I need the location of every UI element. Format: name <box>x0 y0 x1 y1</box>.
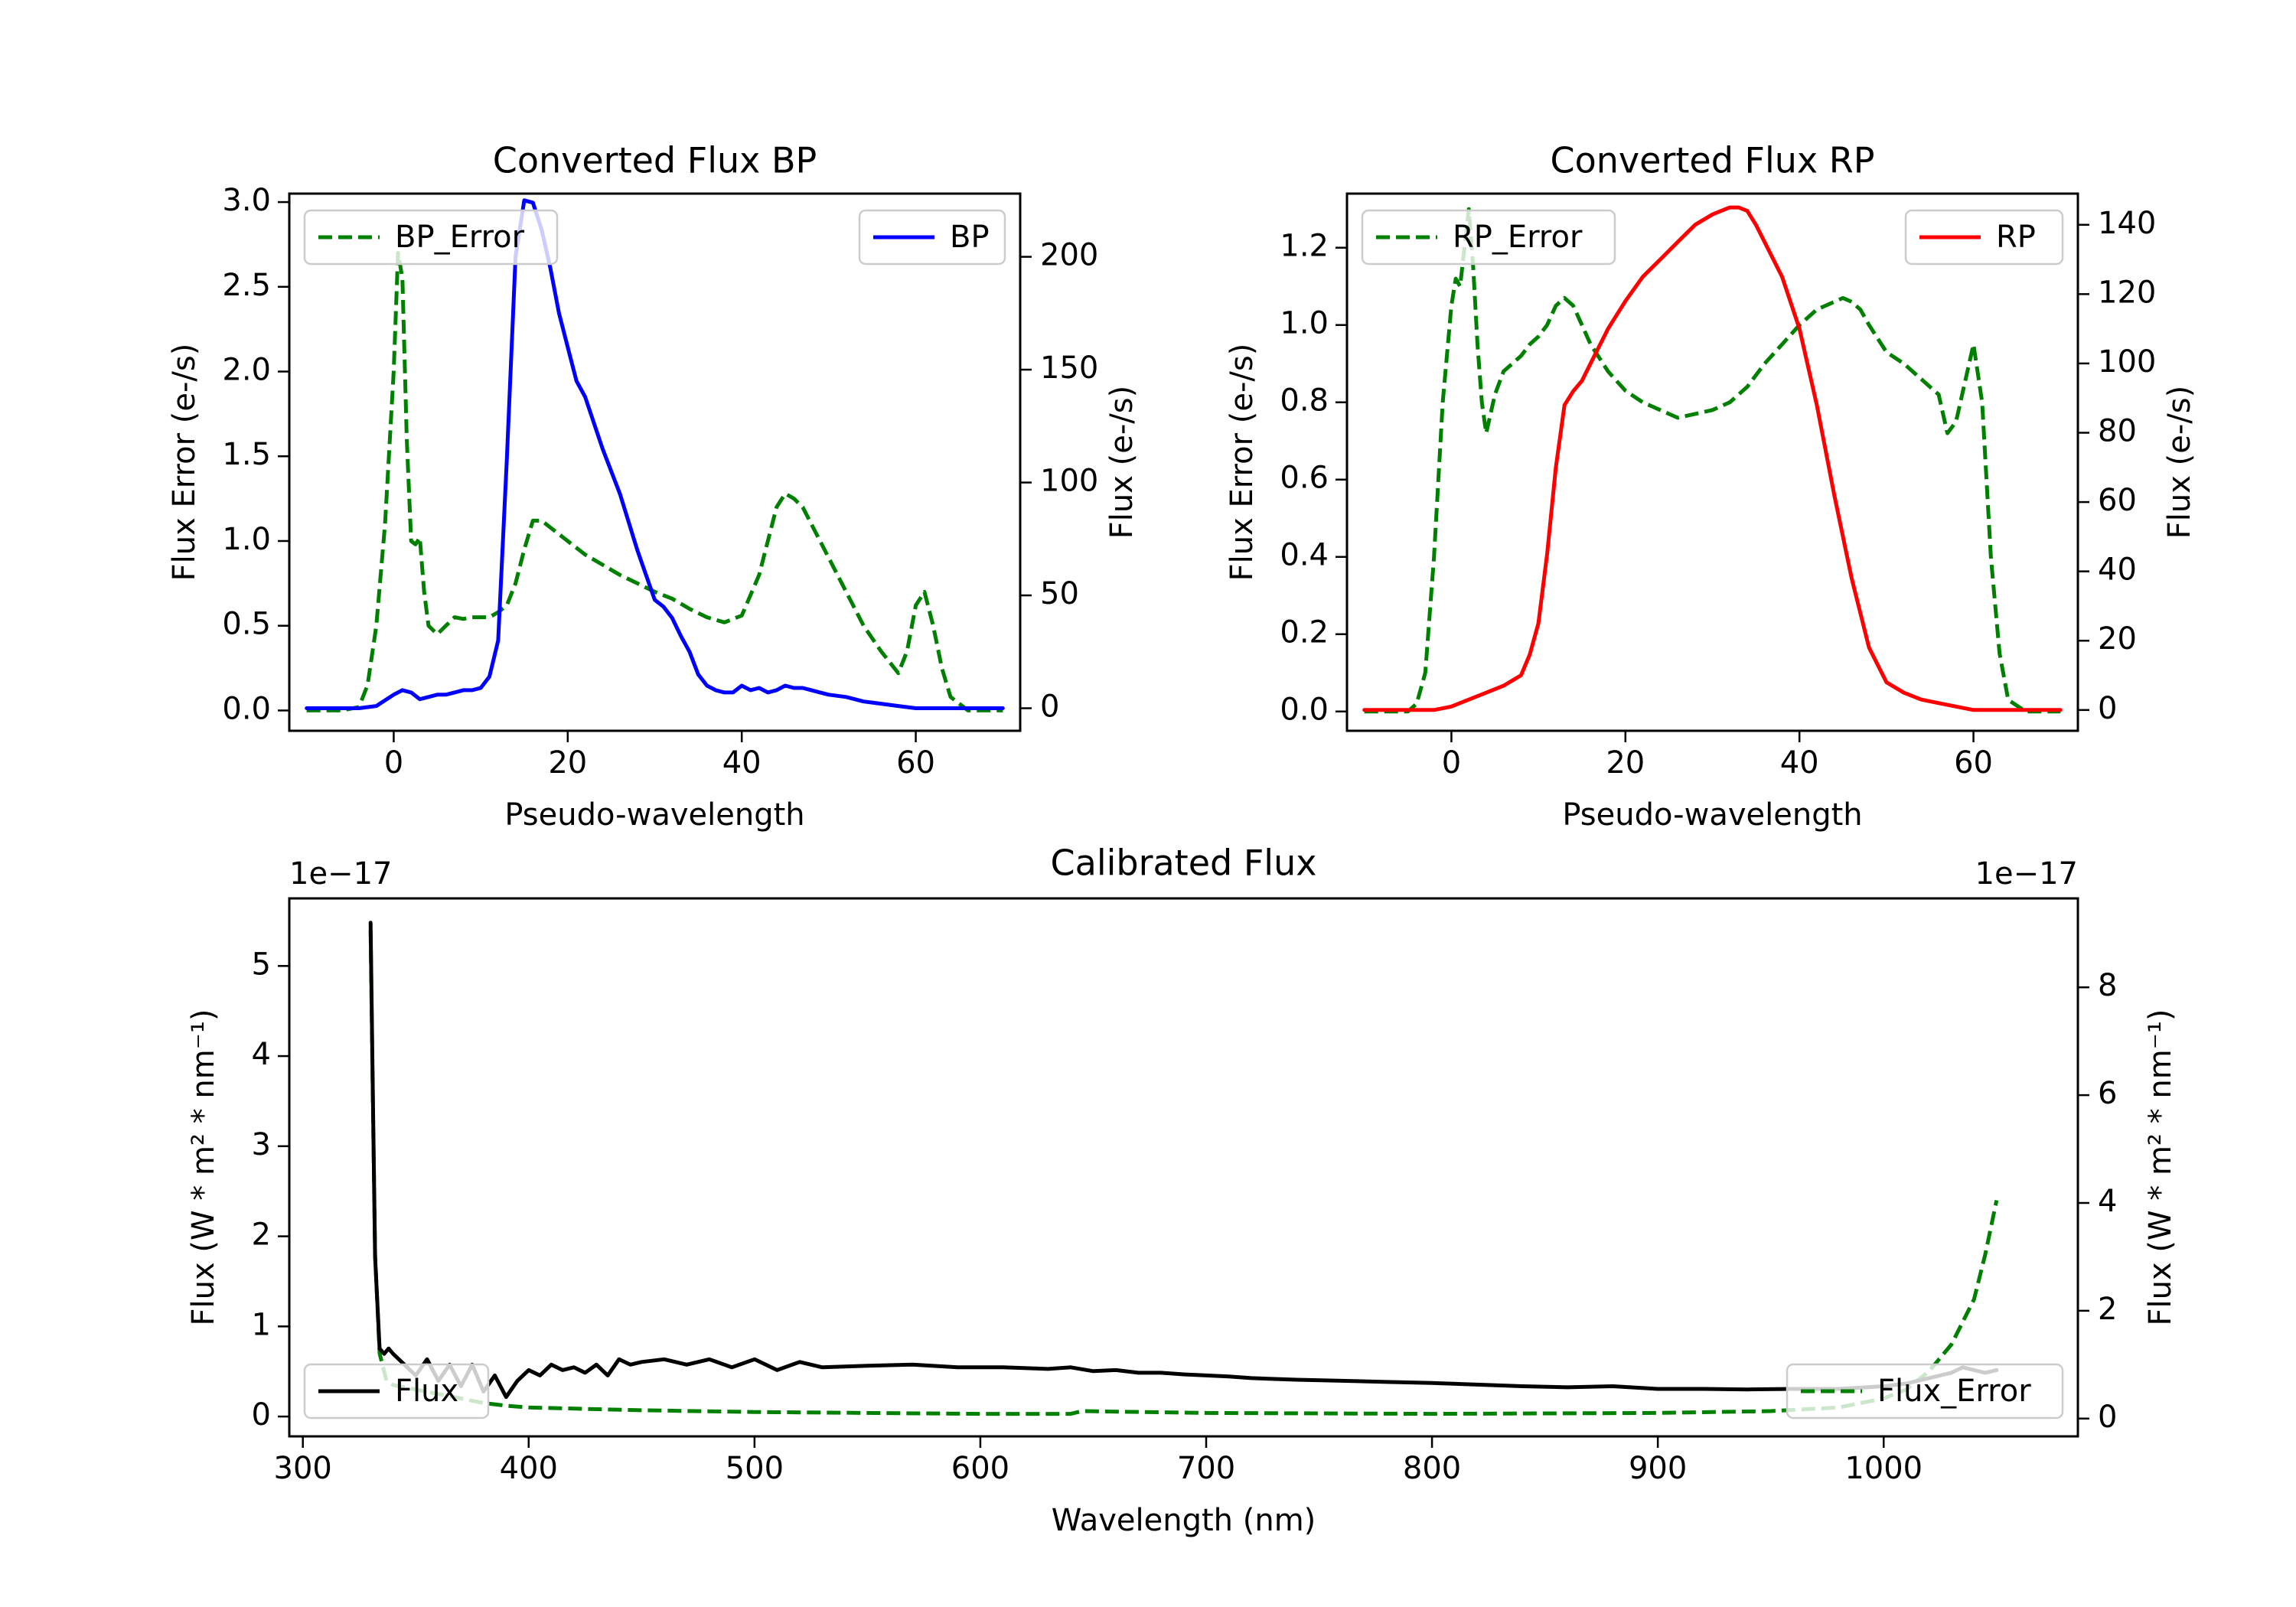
x-tick-label: 300 <box>274 1451 332 1486</box>
y-tick-label-left: 1.0 <box>1280 306 1329 341</box>
y-tick-label-right: 80 <box>2098 414 2137 449</box>
legend-label: Flux <box>395 1374 458 1409</box>
y-tick-label-left: 0.4 <box>1280 538 1329 573</box>
y-axis-label-right: Flux (e-/s) <box>2162 386 2197 539</box>
y-tick-label-right: 20 <box>2098 621 2137 657</box>
y-tick-label-left: 0.0 <box>222 691 271 726</box>
plot-frame <box>288 192 1022 732</box>
y-axis-label-left: Flux (W * m² * nm⁻¹) <box>186 1009 221 1326</box>
y-tick-label-right: 6 <box>2098 1076 2117 1111</box>
legend-label: Flux_Error <box>1877 1374 2031 1409</box>
y-tick-label-right: 100 <box>2098 344 2156 380</box>
y-tick-label-right: 60 <box>2098 483 2137 518</box>
offset-text-left: 1e−17 <box>289 856 392 892</box>
chart-title: Converted Flux RP <box>1551 140 1875 181</box>
y-tick-label-right: 40 <box>2098 553 2137 588</box>
y-tick-label-left: 1.2 <box>1280 229 1329 264</box>
y-tick-label-right: 4 <box>2098 1184 2117 1219</box>
legend-box <box>1786 1363 2064 1420</box>
x-tick-label: 500 <box>726 1451 784 1486</box>
x-tick-label: 800 <box>1403 1451 1461 1486</box>
y-tick-label-right: 0 <box>2098 1400 2117 1435</box>
legend-flux: BP <box>858 209 1006 266</box>
legend-box <box>303 209 559 266</box>
legend-label: RP <box>1996 220 2036 255</box>
x-tick-label: 700 <box>1177 1451 1235 1486</box>
y-tick-label-left: 0.5 <box>222 607 271 642</box>
x-tick-label: 20 <box>1606 745 1645 781</box>
series-line-bp <box>305 198 1005 710</box>
chart-title: Converted Flux BP <box>493 140 817 181</box>
y-tick-label-left: 4 <box>252 1037 271 1072</box>
y-tick-label-left: 0 <box>252 1397 271 1433</box>
y-tick-label-right: 50 <box>1040 576 1079 611</box>
legend-error: BP_Error <box>303 209 559 266</box>
x-axis-label: Pseudo-wavelength <box>1562 797 1862 833</box>
x-tick-label: 40 <box>722 745 762 781</box>
panel-bp: Converted Flux BP 0 20 40 60 0.0 0.5 1.0 1.5 2.0 2… <box>167 140 1140 833</box>
y-tick-label-right: 0 <box>2098 691 2117 726</box>
legend-flux-error: Flux_Error <box>1786 1363 2064 1420</box>
y-tick-label-right: 2 <box>2098 1292 2117 1327</box>
panel-rp: Converted Flux RP 0 20 40 60 0.0 0.2 0.4 0.6 0.8 1… <box>1225 140 2197 833</box>
legend-flux: RP <box>1904 209 2064 266</box>
legend-box <box>1904 209 2064 266</box>
x-tick-label: 1000 <box>1844 1451 1923 1486</box>
y-axis-label-right: Flux (W * m² * nm⁻¹) <box>2143 1009 2178 1326</box>
y-tick-label-right: 120 <box>2098 275 2156 310</box>
y-tick-label-left: 3 <box>252 1127 271 1162</box>
y-tick-label-right: 150 <box>1040 350 1098 386</box>
y-tick-label-left: 2.5 <box>222 268 271 303</box>
legend-box <box>1361 209 1616 266</box>
legend-box <box>303 1363 490 1420</box>
plot-frame <box>288 897 2079 1438</box>
y-tick-label-left: 2.0 <box>222 353 271 388</box>
x-tick-label: 60 <box>1954 745 1993 781</box>
y-tick-label-right: 8 <box>2098 968 2117 1003</box>
y-tick-label-left: 1 <box>252 1307 271 1342</box>
y-axis-label-left: Flux Error (e-/s) <box>167 344 202 582</box>
chart-title: Calibrated Flux <box>1051 843 1317 884</box>
y-tick-label-left: 3.0 <box>222 183 271 218</box>
legend-flux: Flux <box>303 1363 490 1420</box>
y-axis-label-left: Flux Error (e-/s) <box>1225 344 1260 582</box>
x-tick-label: 0 <box>1442 745 1461 781</box>
y-tick-label-left: 5 <box>252 947 271 982</box>
x-tick-label: 900 <box>1629 1451 1687 1486</box>
y-tick-label-right: 100 <box>1040 464 1098 499</box>
y-tick-label-right: 0 <box>1040 689 1059 725</box>
y-tick-label-left: 0.6 <box>1280 461 1329 496</box>
legend-label: BP_Error <box>395 220 525 255</box>
plot-frame <box>1345 192 2079 732</box>
y-tick-label-left: 0.8 <box>1280 383 1329 419</box>
y-tick-label-left: 1.0 <box>222 522 271 557</box>
y-tick-label-left: 2 <box>252 1217 271 1253</box>
y-tick-label-right: 140 <box>2098 206 2156 241</box>
x-tick-label: 600 <box>951 1451 1009 1486</box>
x-tick-label: 40 <box>1780 745 1819 781</box>
y-tick-label-right: 200 <box>1040 238 1098 273</box>
x-tick-label: 0 <box>384 745 403 781</box>
x-axis-label: Pseudo-wavelength <box>504 797 804 833</box>
series-line-rp <box>1362 205 2063 712</box>
y-tick-label-left: 0.0 <box>1280 693 1329 728</box>
y-axis-label-right: Flux (e-/s) <box>1104 386 1140 539</box>
x-axis-label: Wavelength (nm) <box>1052 1503 1316 1538</box>
legend-label: RP_Error <box>1453 220 1583 255</box>
x-tick-label: 400 <box>500 1451 558 1486</box>
series-line-bp-error <box>306 251 1003 712</box>
legend-error: RP_Error <box>1361 209 1616 266</box>
x-tick-label: 60 <box>896 745 935 781</box>
x-tick-label: 20 <box>548 745 587 781</box>
legend-label: BP <box>950 220 990 255</box>
y-tick-label-left: 0.2 <box>1280 615 1329 650</box>
offset-text-right: 1e−17 <box>1975 856 2078 892</box>
series-group <box>305 198 1005 712</box>
y-tick-label-left: 1.5 <box>222 437 271 472</box>
